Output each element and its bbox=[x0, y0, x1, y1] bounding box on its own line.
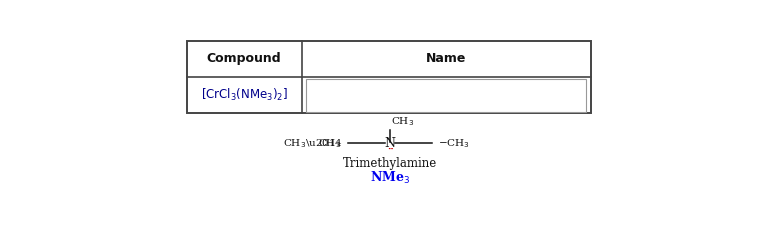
Text: CH$_3$: CH$_3$ bbox=[319, 137, 342, 149]
Text: ··: ·· bbox=[387, 145, 393, 154]
Text: Name: Name bbox=[426, 52, 466, 66]
Text: NMe$_3$: NMe$_3$ bbox=[370, 170, 410, 186]
Text: $-$CH$_3$: $-$CH$_3$ bbox=[438, 137, 470, 149]
Text: CH$_3$\u2014: CH$_3$\u2014 bbox=[283, 137, 342, 149]
Text: N: N bbox=[384, 137, 396, 150]
Bar bbox=[307, 78, 586, 112]
Text: CH$_3$: CH$_3$ bbox=[391, 115, 415, 128]
Text: Compound: Compound bbox=[207, 52, 282, 66]
Text: Trimethylamine: Trimethylamine bbox=[343, 157, 437, 170]
Bar bbox=[186, 41, 591, 113]
Text: [CrCl$_3$(NMe$_3$)$_2$]: [CrCl$_3$(NMe$_3$)$_2$] bbox=[201, 87, 288, 103]
